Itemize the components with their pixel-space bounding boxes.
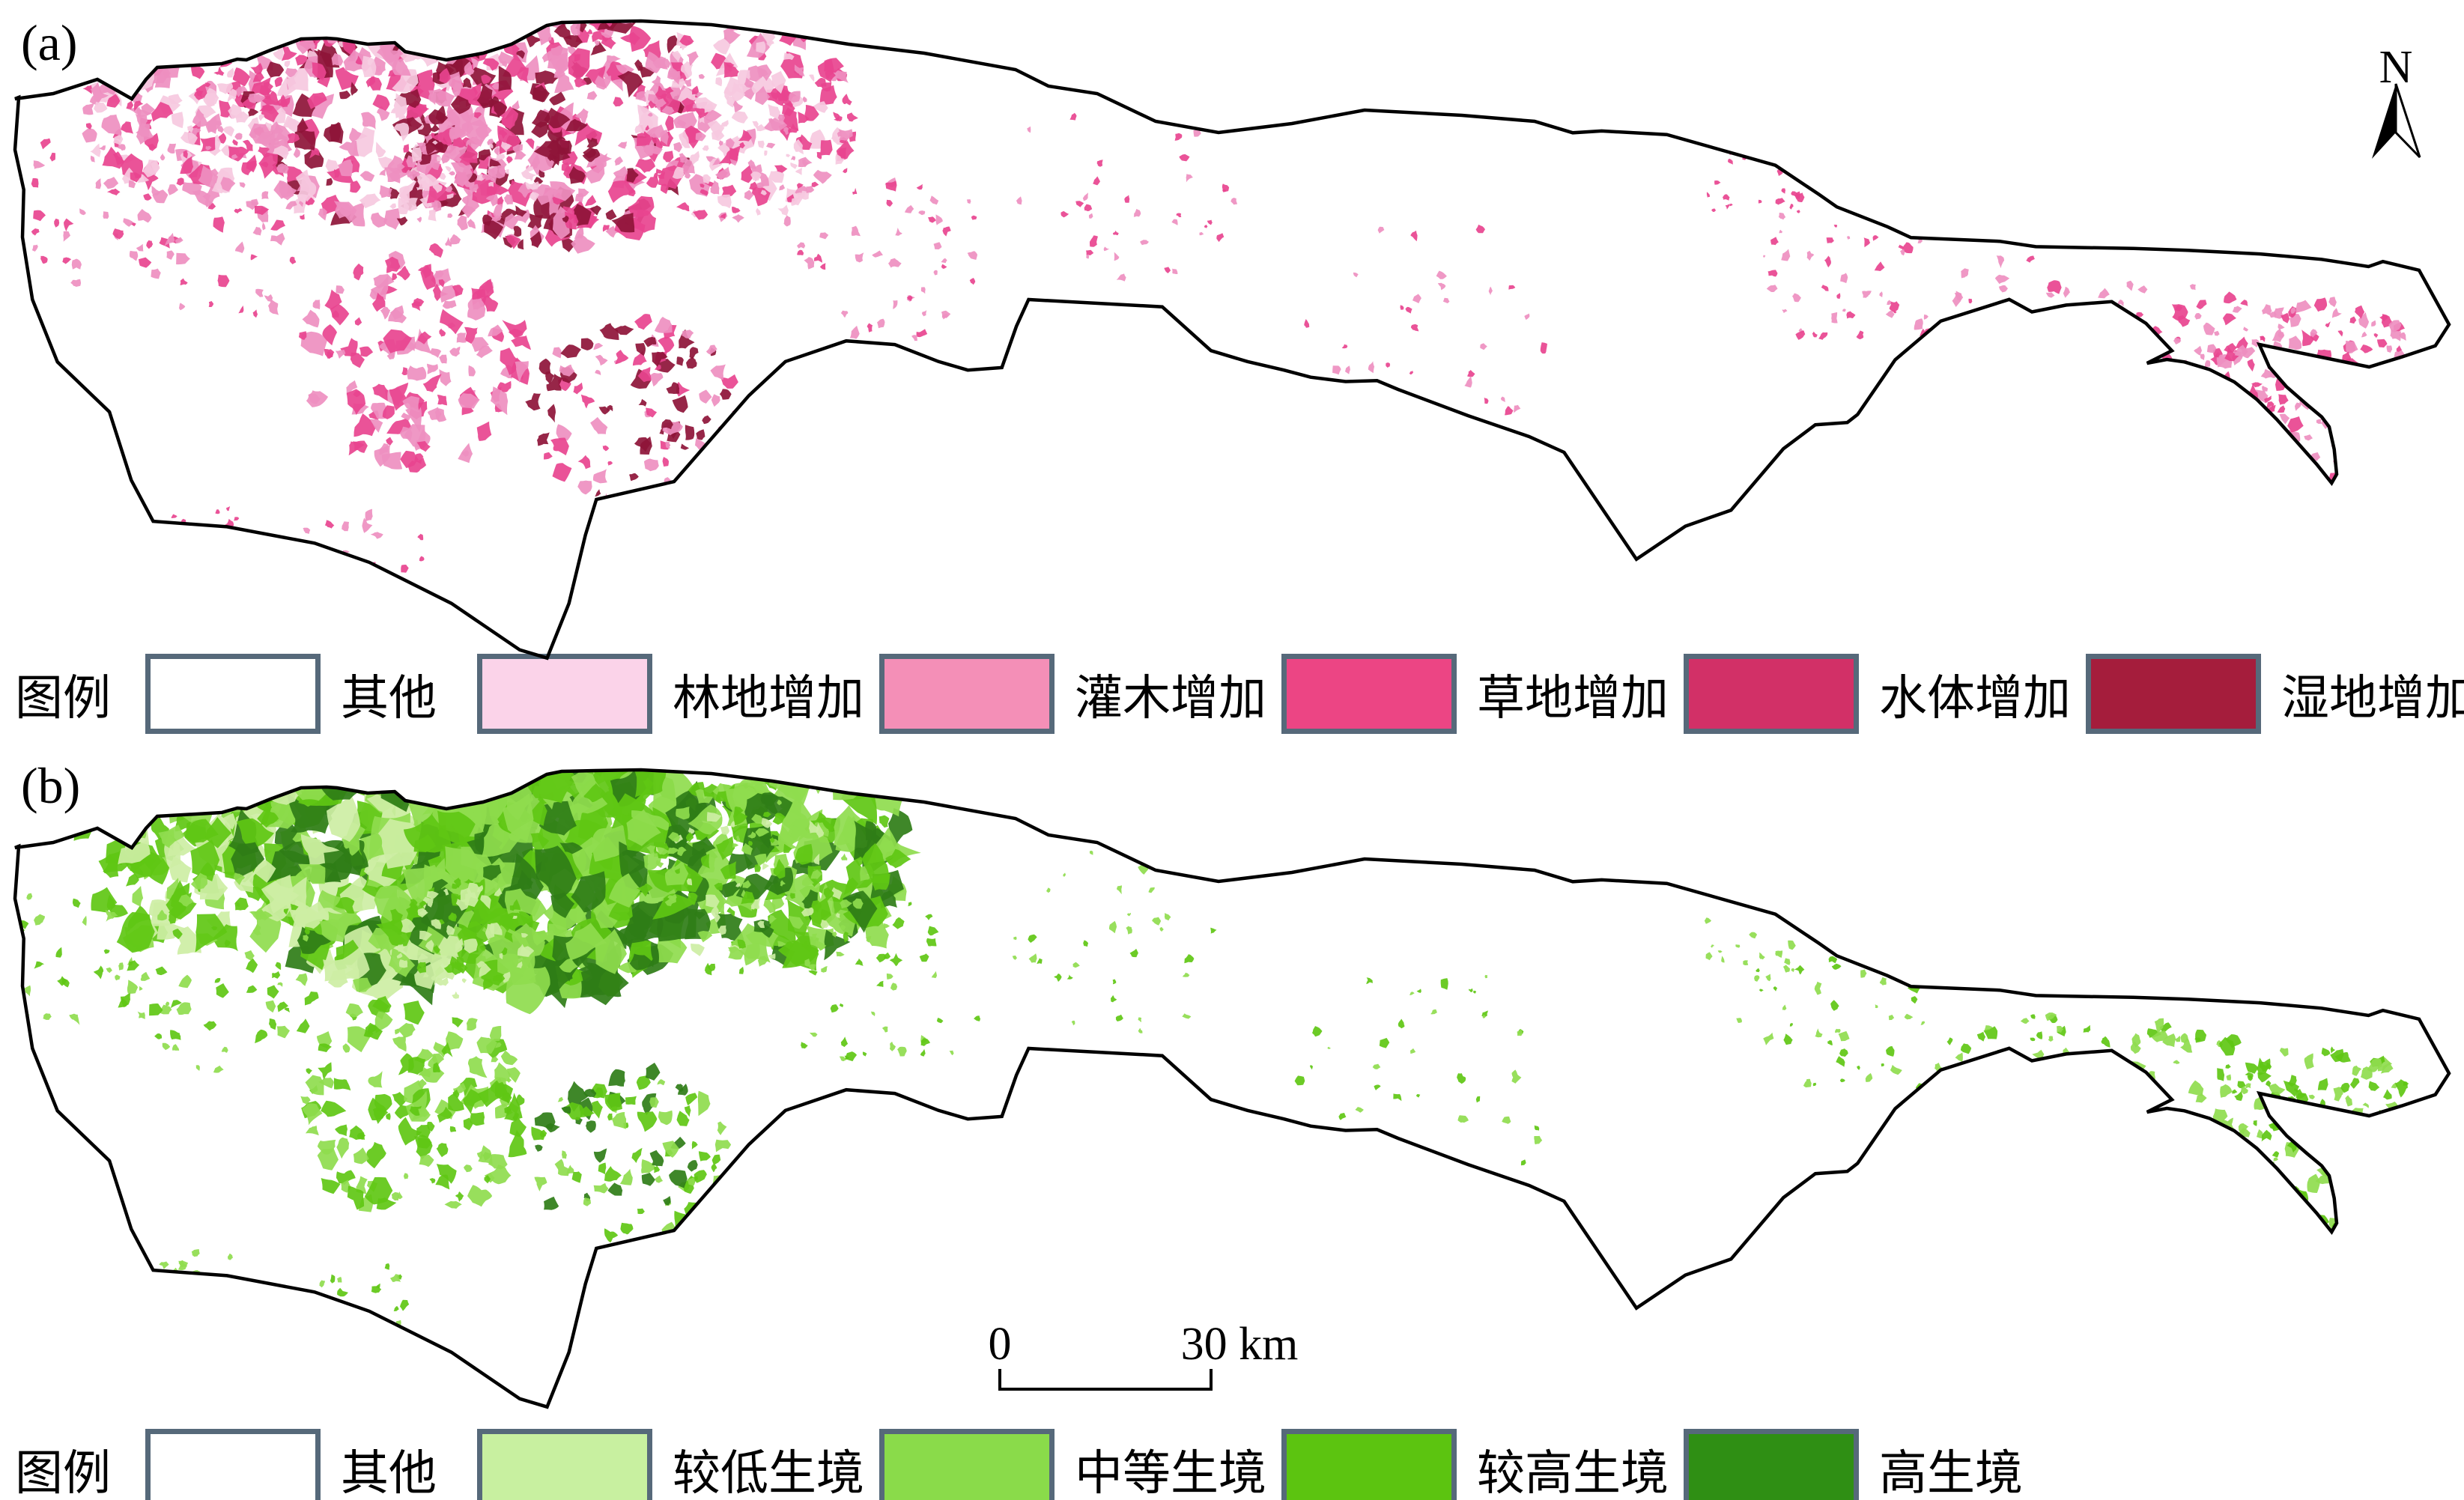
svg-text:30 km: 30 km bbox=[1181, 1319, 1299, 1370]
svg-text:0: 0 bbox=[989, 1319, 1012, 1370]
